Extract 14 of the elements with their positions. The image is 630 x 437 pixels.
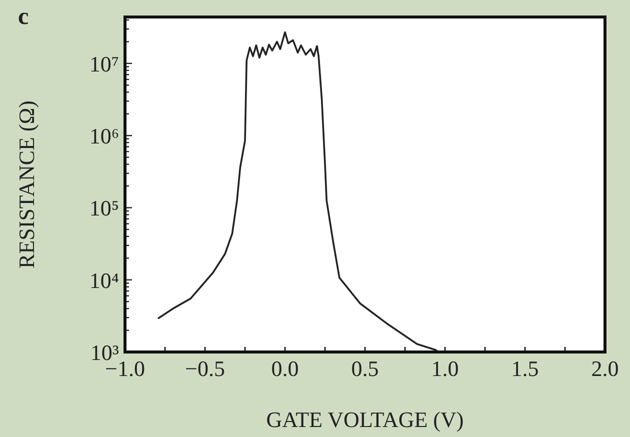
x-tick-label: 0.5 xyxy=(351,356,379,381)
x-tick-label: 0.0 xyxy=(271,356,299,381)
x-axis-title: GATE VOLTAGE (V) xyxy=(266,407,464,432)
x-tick-label: 1.5 xyxy=(511,356,539,381)
x-tick-label: −0.5 xyxy=(185,356,225,381)
x-tick-label: 2.0 xyxy=(591,356,619,381)
y-tick-label: 10⁴ xyxy=(89,268,120,293)
x-tick-label: 1.0 xyxy=(431,356,459,381)
y-tick-label: 10⁵ xyxy=(89,196,119,221)
line-series xyxy=(158,31,440,352)
y-axis-title: RESISTANCE (Ω) xyxy=(14,100,39,268)
text: c xyxy=(18,4,29,30)
y-tick-label: 10⁷ xyxy=(89,51,119,76)
y-tick-label: 10⁶ xyxy=(89,124,119,149)
